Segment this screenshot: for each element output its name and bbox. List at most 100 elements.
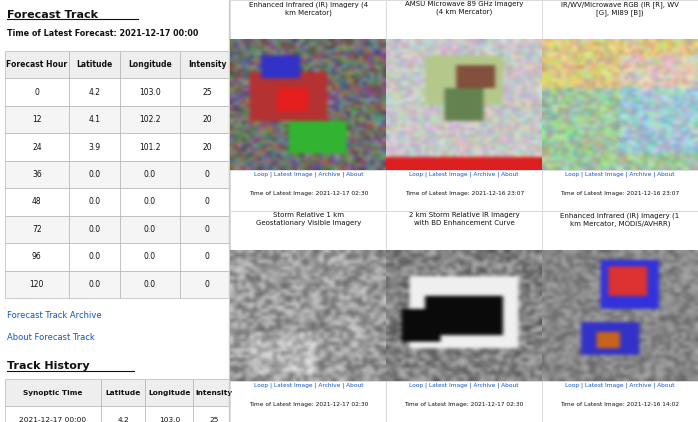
Bar <box>120 243 179 271</box>
Bar <box>179 216 235 243</box>
Text: 0.0: 0.0 <box>144 225 156 234</box>
Text: Loop | Latest Image | Archive | About: Loop | Latest Image | Archive | About <box>565 172 675 178</box>
Text: Loop | Latest Image | Archive | About: Loop | Latest Image | Archive | About <box>253 172 363 178</box>
Bar <box>69 271 120 298</box>
Bar <box>5 161 69 188</box>
Bar <box>145 379 193 406</box>
Text: Time of Latest Image: 2021-12-16 23:07: Time of Latest Image: 2021-12-16 23:07 <box>405 191 524 196</box>
Bar <box>120 78 179 106</box>
Text: 0.0: 0.0 <box>144 280 156 289</box>
Text: Loop | Latest Image | Archive | About: Loop | Latest Image | Archive | About <box>565 383 675 389</box>
Text: 120: 120 <box>30 280 44 289</box>
Bar <box>193 379 235 406</box>
Text: 4.1: 4.1 <box>89 115 101 124</box>
Text: Time of Latest Image: 2021-12-16 23:07: Time of Latest Image: 2021-12-16 23:07 <box>560 191 680 196</box>
Text: 20: 20 <box>202 115 212 124</box>
Bar <box>69 106 120 133</box>
Bar <box>101 406 145 422</box>
Bar <box>120 216 179 243</box>
Bar <box>5 271 69 298</box>
Text: Forecast Hour: Forecast Hour <box>6 60 68 69</box>
Text: 102.2: 102.2 <box>139 115 161 124</box>
Text: 12: 12 <box>32 115 42 124</box>
Bar <box>120 161 179 188</box>
Bar <box>5 51 69 78</box>
Text: Time of Latest Image: 2021-12-17 02:30: Time of Latest Image: 2021-12-17 02:30 <box>248 191 368 196</box>
Text: Loop | Latest Image | Archive | About: Loop | Latest Image | Archive | About <box>410 172 519 178</box>
Bar <box>179 78 235 106</box>
Bar <box>69 188 120 216</box>
Text: 72: 72 <box>32 225 42 234</box>
Text: Enhanced Infrared (IR) Imagery (1
km Mercator, MODIS/AVHRR): Enhanced Infrared (IR) Imagery (1 km Mer… <box>560 212 680 227</box>
Bar <box>179 106 235 133</box>
Text: IR/WV/Microwave RGB (IR [R], WV
[G], MI89 [B]): IR/WV/Microwave RGB (IR [R], WV [G], MI8… <box>561 1 679 16</box>
Bar <box>69 161 120 188</box>
Text: Latitude: Latitude <box>76 60 112 69</box>
Text: 0: 0 <box>205 170 209 179</box>
Text: 96: 96 <box>32 252 42 261</box>
Text: Time of Latest Image: 2021-12-17 02:30: Time of Latest Image: 2021-12-17 02:30 <box>404 402 524 407</box>
Bar <box>120 188 179 216</box>
Text: 25: 25 <box>202 88 212 97</box>
Text: 2021-12-17 00:00: 2021-12-17 00:00 <box>20 417 87 422</box>
Bar <box>69 216 120 243</box>
Bar <box>120 271 179 298</box>
Bar <box>5 188 69 216</box>
Text: Time of Latest Image: 2021-12-16 14:02: Time of Latest Image: 2021-12-16 14:02 <box>560 402 680 407</box>
Text: 48: 48 <box>32 197 42 206</box>
Text: Intensity: Intensity <box>188 60 227 69</box>
Bar <box>120 106 179 133</box>
Bar <box>5 379 101 406</box>
Text: 0.0: 0.0 <box>144 197 156 206</box>
Text: 0.0: 0.0 <box>144 252 156 261</box>
Text: Loop | Latest Image | Archive | About: Loop | Latest Image | Archive | About <box>410 383 519 389</box>
Text: 25: 25 <box>209 417 219 422</box>
Text: 0: 0 <box>205 280 209 289</box>
Text: 0.0: 0.0 <box>89 280 101 289</box>
Text: Time of Latest Image: 2021-12-17 02:30: Time of Latest Image: 2021-12-17 02:30 <box>248 402 368 407</box>
Bar <box>193 406 235 422</box>
Bar <box>69 133 120 161</box>
Text: 103.0: 103.0 <box>139 88 161 97</box>
Bar <box>179 133 235 161</box>
Text: 0.0: 0.0 <box>89 252 101 261</box>
Text: Enhanced Infrared (IR) Imagery (4
km Mercator): Enhanced Infrared (IR) Imagery (4 km Mer… <box>248 1 368 16</box>
Bar <box>69 243 120 271</box>
Bar <box>69 78 120 106</box>
Bar <box>69 51 120 78</box>
Bar <box>5 216 69 243</box>
Text: 2 km Storm Relative IR Imagery
with BD Enhancement Curve: 2 km Storm Relative IR Imagery with BD E… <box>409 212 519 225</box>
Text: 0: 0 <box>205 252 209 261</box>
Bar <box>5 406 101 422</box>
Bar <box>179 243 235 271</box>
Text: 20: 20 <box>202 143 212 151</box>
Bar <box>179 271 235 298</box>
Text: 0: 0 <box>205 225 209 234</box>
Bar <box>5 243 69 271</box>
Bar <box>179 188 235 216</box>
Text: Latitude: Latitude <box>105 390 141 396</box>
Text: Track History: Track History <box>7 361 89 371</box>
Text: Time of Latest Forecast: 2021-12-17 00:00: Time of Latest Forecast: 2021-12-17 00:0… <box>7 29 198 38</box>
Text: 0: 0 <box>34 88 39 97</box>
Text: 103.0: 103.0 <box>158 417 180 422</box>
Bar <box>179 161 235 188</box>
Text: 4.2: 4.2 <box>89 88 101 97</box>
Text: Forecast Track: Forecast Track <box>7 10 98 20</box>
Text: Longitude: Longitude <box>128 60 172 69</box>
Text: 0.0: 0.0 <box>89 225 101 234</box>
Text: 0: 0 <box>205 197 209 206</box>
Text: 24: 24 <box>32 143 42 151</box>
Text: About Forecast Track: About Forecast Track <box>7 333 95 341</box>
Bar <box>145 406 193 422</box>
Text: 0.0: 0.0 <box>89 170 101 179</box>
Bar <box>5 78 69 106</box>
Bar <box>179 51 235 78</box>
Bar <box>120 51 179 78</box>
Text: 0.0: 0.0 <box>144 170 156 179</box>
Bar <box>120 133 179 161</box>
Text: Loop | Latest Image | Archive | About: Loop | Latest Image | Archive | About <box>253 383 363 389</box>
Bar <box>5 106 69 133</box>
Text: 0.0: 0.0 <box>89 197 101 206</box>
Text: Synoptic Time: Synoptic Time <box>23 390 82 396</box>
